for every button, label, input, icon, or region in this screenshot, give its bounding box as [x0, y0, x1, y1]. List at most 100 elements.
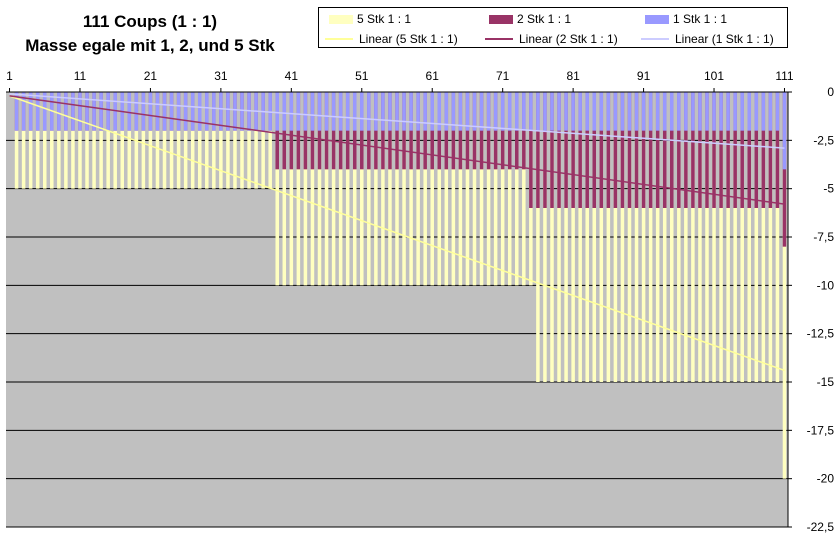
bar-5-stk-88 [620, 92, 625, 382]
x-tick-label-51: 51 [355, 69, 369, 83]
bar-2-stk-84 [592, 92, 597, 208]
bar-5-stk-6 [42, 92, 47, 189]
bar-1-stk-30 [212, 92, 216, 131]
bar-1-stk-4 [28, 92, 33, 131]
bar-2-stk-77 [543, 92, 547, 208]
y-tick-label-1: -2,5 [813, 133, 834, 147]
bar-5-stk-40 [282, 92, 287, 286]
legend-item-linear-2-stk: Linear (2 Stk 1 : 1) [485, 32, 618, 46]
bar-5-stk-72 [507, 92, 512, 286]
bar-1-stk-92 [648, 92, 653, 131]
bar-5-stk-13 [92, 92, 96, 189]
x-tick-label-111: 111 [775, 69, 794, 83]
bar-1-stk-84 [592, 92, 597, 131]
y-tick-label-7: -17,5 [807, 423, 835, 437]
bar-1-stk-100 [705, 92, 709, 131]
bar-5-stk-48 [338, 92, 343, 286]
bar-1-stk-20 [141, 92, 146, 131]
x-tick-label-71: 71 [496, 69, 510, 83]
bar-5-stk-33 [233, 92, 237, 189]
bar-1-stk-74 [522, 92, 526, 131]
bar-1-stk-66 [465, 92, 470, 131]
bar-1-stk-98 [691, 92, 695, 131]
bar-2-stk-98 [691, 92, 695, 208]
bar-1-stk-13 [92, 92, 96, 131]
bar-1-stk-53 [374, 92, 378, 131]
bar-1-stk-8 [57, 92, 61, 131]
bar-1-stk-80 [564, 92, 568, 131]
legend-swatch-2-stk [489, 14, 513, 24]
bar-1-stk-3 [21, 92, 26, 131]
bar-1-stk-110 [775, 92, 780, 131]
bar-5-stk-16 [113, 92, 117, 189]
bar-1-stk-58 [409, 92, 413, 131]
bar-1-stk-71 [500, 92, 505, 131]
trendline-linear-5-stk-1-1 [9, 95, 785, 372]
bar-1-stk-47 [331, 92, 336, 131]
bar-5-stk-105 [740, 92, 744, 382]
bar-2-stk-85 [599, 92, 604, 208]
legend-item-5-stk: 5 Stk 1 : 1 [329, 12, 411, 26]
bar-5-stk-27 [190, 92, 195, 189]
bar-2-stk-88 [620, 92, 625, 208]
bar-2-stk-78 [550, 92, 554, 208]
bar-1-stk-6 [42, 92, 47, 131]
bar-2-stk-95 [669, 92, 674, 208]
bar-1-stk-78 [550, 92, 554, 131]
bar-5-stk-32 [226, 92, 230, 189]
bar-1-stk-27 [190, 92, 195, 131]
legend-label-2-stk: 2 Stk 1 : 1 [517, 12, 572, 26]
bar-5-stk-87 [613, 92, 618, 382]
bar-1-stk-50 [352, 92, 357, 131]
trendline-linear-2-stk-1-1 [9, 95, 785, 205]
bar-1-stk-5 [35, 92, 40, 131]
bar-5-stk-85 [599, 92, 604, 382]
bar-5-stk-25 [176, 92, 181, 189]
bar-5-stk-8 [57, 92, 61, 189]
bar-1-stk-29 [205, 92, 209, 131]
bar-5-stk-106 [747, 92, 752, 382]
bar-1-stk-99 [698, 92, 702, 131]
bar-1-stk-88 [620, 92, 625, 131]
bar-1-stk-96 [677, 92, 681, 131]
bar-5-stk-42 [296, 92, 301, 286]
bar-5-stk-111 [782, 92, 787, 479]
bar-1-stk-41 [289, 92, 294, 131]
bar-5-stk-30 [212, 92, 216, 189]
bar-5-stk-47 [331, 92, 336, 286]
x-tick-label-81: 81 [566, 69, 580, 83]
bar-1-stk-59 [416, 92, 420, 131]
legend-label-linear-5-stk: Linear (5 Stk 1 : 1) [359, 32, 458, 46]
bar-2-stk-107 [754, 92, 759, 208]
bar-5-stk-68 [479, 92, 484, 286]
bar-5-stk-90 [634, 92, 639, 382]
bar-5-stk-69 [486, 92, 491, 286]
bar-5-stk-43 [303, 92, 308, 286]
bar-5-stk-65 [458, 92, 463, 286]
bar-5-stk-78 [550, 92, 554, 382]
bar-5-stk-36 [254, 92, 258, 189]
x-tick-label-91: 91 [637, 69, 651, 83]
bar-5-stk-101 [712, 92, 716, 382]
bar-5-stk-5 [35, 92, 40, 189]
bar-5-stk-81 [571, 92, 575, 382]
bar-1-stk-79 [557, 92, 561, 131]
bar-1-stk-95 [669, 92, 674, 131]
bar-1-stk-70 [493, 92, 498, 131]
bar-2-stk-86 [606, 92, 611, 208]
bar-5-stk-86 [606, 92, 611, 382]
y-tick-label-0: 0 [827, 85, 834, 99]
bar-1-stk-32 [226, 92, 230, 131]
bar-5-stk-46 [324, 92, 329, 286]
bar-5-stk-92 [648, 92, 653, 382]
legend-line-2-stk [485, 38, 513, 40]
bar-2-stk-82 [578, 92, 582, 208]
bar-1-stk-19 [134, 92, 139, 131]
legend-item-linear-1-stk: Linear (1 Stk 1 : 1) [641, 32, 774, 46]
bar-5-stk-3 [21, 92, 26, 189]
bar-5-stk-64 [451, 92, 456, 286]
bar-5-stk-50 [352, 92, 357, 286]
bar-5-stk-108 [761, 92, 766, 382]
legend-item-1-stk: 1 Stk 1 : 1 [645, 12, 727, 26]
bar-5-stk-57 [402, 92, 406, 286]
